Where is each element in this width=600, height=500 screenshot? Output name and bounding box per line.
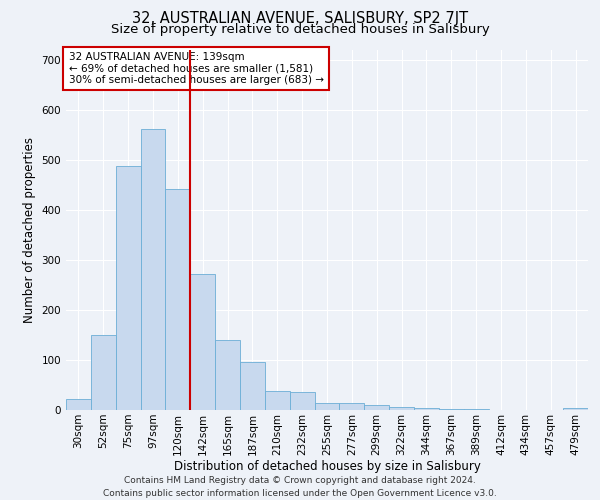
Bar — [190, 274, 215, 410]
Text: 32 AUSTRALIAN AVENUE: 139sqm
← 69% of detached houses are smaller (1,581)
30% of: 32 AUSTRALIAN AVENUE: 139sqm ← 69% of de… — [68, 52, 323, 85]
Bar — [314, 403, 340, 410]
Text: Size of property relative to detached houses in Salisbury: Size of property relative to detached ho… — [110, 22, 490, 36]
Y-axis label: Number of detached properties: Number of detached properties — [23, 137, 36, 323]
Text: Contains HM Land Registry data © Crown copyright and database right 2024.
Contai: Contains HM Land Registry data © Crown c… — [103, 476, 497, 498]
Bar — [389, 407, 414, 410]
Bar — [290, 392, 314, 410]
Bar — [464, 409, 488, 410]
Bar — [563, 408, 588, 410]
Bar — [414, 408, 439, 410]
Text: 32, AUSTRALIAN AVENUE, SALISBURY, SP2 7JT: 32, AUSTRALIAN AVENUE, SALISBURY, SP2 7J… — [132, 11, 468, 26]
Bar — [140, 129, 166, 410]
Bar — [240, 362, 265, 410]
Bar — [265, 391, 290, 410]
Bar — [340, 402, 364, 410]
X-axis label: Distribution of detached houses by size in Salisbury: Distribution of detached houses by size … — [173, 460, 481, 473]
Bar — [439, 409, 464, 410]
Bar — [116, 166, 140, 410]
Bar — [364, 405, 389, 410]
Bar — [166, 189, 190, 410]
Bar — [215, 340, 240, 410]
Bar — [91, 335, 116, 410]
Bar — [66, 399, 91, 410]
